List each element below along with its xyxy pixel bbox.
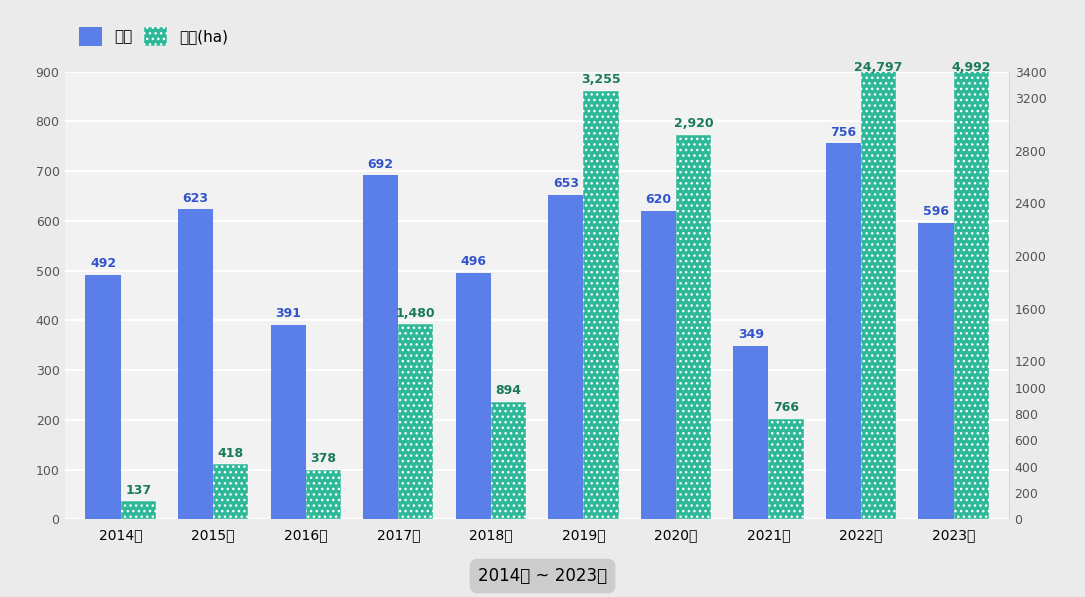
Text: 766: 766 (773, 401, 799, 414)
Text: 623: 623 (182, 192, 208, 205)
Bar (954, 0, 988, 519)
Text: 692: 692 (368, 158, 394, 171)
Text: 3,255: 3,255 (582, 73, 621, 86)
Bar (676, 135, 711, 519)
Bar (178, 210, 213, 519)
Text: 1,480: 1,480 (396, 307, 436, 320)
Bar (306, 470, 341, 519)
Bar (120, 501, 156, 519)
Bar (641, 211, 676, 519)
Text: 496: 496 (460, 255, 486, 268)
Text: 492: 492 (90, 257, 116, 270)
Text: 391: 391 (276, 307, 302, 321)
Text: 418: 418 (218, 447, 244, 460)
Bar (826, 143, 861, 519)
Text: 2014년 ~ 2023년: 2014년 ~ 2023년 (477, 567, 608, 585)
Bar (548, 195, 584, 519)
Text: 378: 378 (310, 452, 336, 465)
Legend: 건수, 면적(ha): 건수, 면적(ha) (73, 21, 234, 52)
Text: 894: 894 (496, 384, 522, 397)
Bar (861, 0, 896, 519)
Bar (490, 402, 526, 519)
Bar (213, 464, 248, 519)
Bar (918, 223, 954, 519)
Bar (270, 325, 306, 519)
Text: 2,920: 2,920 (674, 118, 713, 130)
Text: 596: 596 (923, 205, 949, 219)
Bar (398, 325, 433, 519)
Bar (363, 175, 398, 519)
Text: 4,992: 4,992 (952, 61, 991, 74)
Text: 349: 349 (738, 328, 764, 341)
Bar (86, 275, 120, 519)
Text: 653: 653 (552, 177, 578, 190)
Bar (733, 346, 768, 519)
Text: 137: 137 (125, 484, 151, 497)
Bar (584, 91, 618, 519)
Bar (456, 273, 490, 519)
Text: 24,797: 24,797 (854, 61, 903, 74)
Text: 756: 756 (830, 126, 856, 139)
Text: 620: 620 (646, 193, 672, 207)
Bar (768, 418, 804, 519)
